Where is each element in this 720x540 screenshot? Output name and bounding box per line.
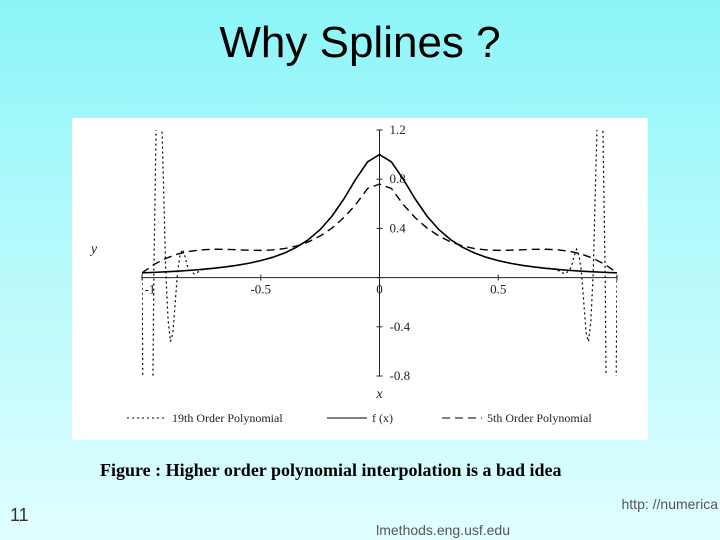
svg-text:0.5: 0.5 bbox=[490, 282, 506, 297]
svg-text:0.4: 0.4 bbox=[390, 220, 407, 235]
svg-text:-0.8: -0.8 bbox=[390, 368, 411, 383]
svg-text:19th Order Polynomial: 19th Order Polynomial bbox=[172, 411, 283, 425]
footer-url-1: http: //numerica bbox=[622, 496, 719, 512]
svg-text:x: x bbox=[375, 387, 383, 402]
svg-text:-0.4: -0.4 bbox=[390, 319, 411, 334]
footer-url-2: lmethods.eng.usf.edu bbox=[376, 522, 510, 538]
svg-text:0: 0 bbox=[376, 282, 383, 297]
chart-panel: -1-0.500.5-0.8-0.40.40.81.2xy19th Order … bbox=[72, 118, 648, 440]
svg-text:-0.5: -0.5 bbox=[250, 282, 271, 297]
page-number: 11 bbox=[10, 505, 29, 526]
svg-text:f (x): f (x) bbox=[372, 411, 393, 425]
figure-caption: Figure : Higher order polynomial interpo… bbox=[100, 460, 562, 481]
svg-text:1.2: 1.2 bbox=[390, 122, 406, 137]
svg-text:y: y bbox=[89, 242, 98, 257]
svg-text:5th Order Polynomial: 5th Order Polynomial bbox=[487, 411, 592, 425]
slide-title: Why Splines ? bbox=[0, 0, 720, 68]
chart-svg: -1-0.500.5-0.8-0.40.40.81.2xy19th Order … bbox=[72, 118, 648, 440]
